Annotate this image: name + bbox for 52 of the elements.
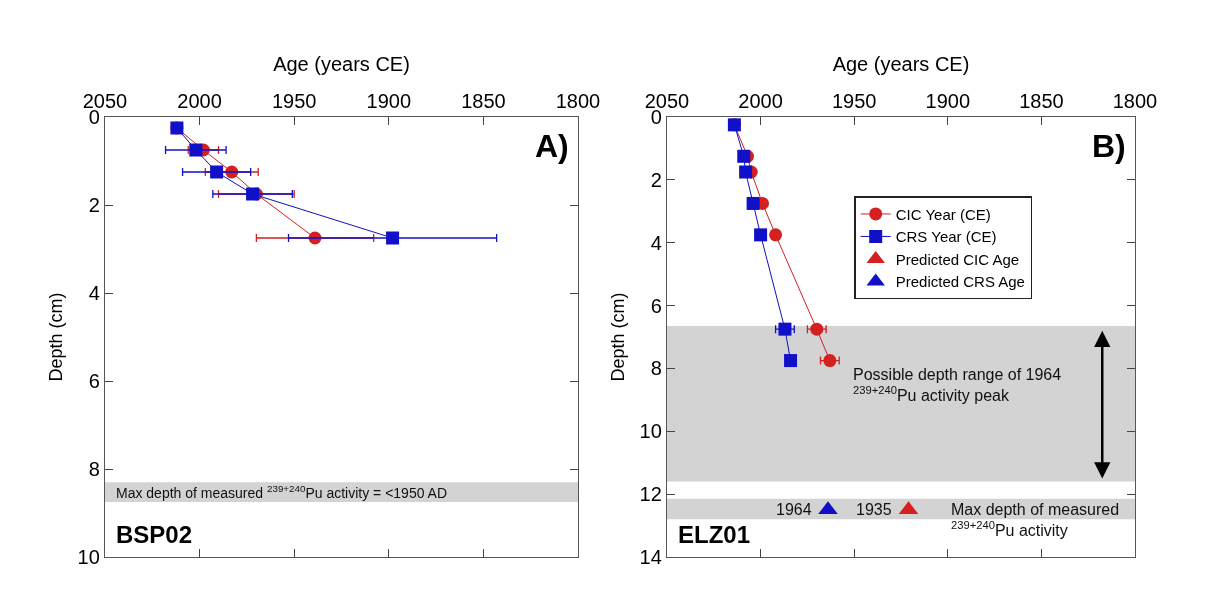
y-tick-label: 10 — [639, 420, 662, 443]
y-tick-label: 14 — [639, 546, 662, 568]
point — [189, 143, 203, 157]
point — [778, 322, 792, 336]
annotation: B) — [1092, 128, 1126, 164]
x-tick-label: 1850 — [1019, 89, 1064, 112]
point — [737, 149, 751, 163]
annotation: BSP02 — [116, 521, 193, 548]
point — [769, 228, 783, 242]
x-tick-label: 2000 — [738, 89, 783, 112]
point — [754, 228, 768, 242]
annotation: A) — [535, 128, 569, 164]
band-label: Max depth of measured $^{239+240}$Pu activity — [951, 501, 1120, 539]
x-tick-label: 1800 — [1112, 89, 1158, 112]
y-tick-label: 8 — [88, 458, 100, 480]
legend-label: CRS Year (CE) — [895, 228, 997, 246]
annotation: 1964 — [776, 501, 812, 518]
y-tick-label: 4 — [650, 231, 662, 254]
point — [210, 165, 224, 179]
x-tick-label: 1800 — [555, 89, 601, 112]
band-label: Max depth of measured $^{239+240}$Pu activity = <1950 AD — [116, 483, 448, 501]
point — [810, 322, 824, 336]
annotation: 1935 — [856, 501, 892, 518]
y-axis-title: Depth (cm) — [607, 292, 628, 382]
legend-label: Predicted CRS Age — [895, 273, 1025, 291]
x-tick-label: 1950 — [271, 89, 317, 112]
x-tick-label: 1900 — [925, 89, 971, 112]
point — [818, 501, 838, 515]
annotation: ELZ01 — [678, 521, 751, 548]
x-axis-title: Age (years CE) — [832, 53, 970, 76]
x-tick-label: 1850 — [461, 89, 506, 112]
legend-label: CIC Year (CE) — [895, 205, 991, 223]
y-tick-label: 12 — [639, 483, 662, 506]
x-tick-label: 2000 — [177, 89, 222, 112]
y-tick-label: 2 — [88, 194, 100, 216]
point — [823, 354, 837, 368]
y-tick-label: 6 — [88, 370, 100, 392]
y-tick-label: 4 — [88, 282, 100, 304]
y-tick-label: 2 — [650, 168, 662, 191]
point — [386, 231, 400, 245]
y-tick-label: 6 — [650, 294, 662, 317]
y-tick-label: 10 — [77, 546, 100, 568]
point — [784, 354, 798, 368]
point — [739, 165, 753, 179]
band-label: Possible depth range of 1964 $^{239+240}$Pu activity peak — [853, 366, 1062, 404]
x-tick-label: 1900 — [366, 89, 412, 112]
y-tick-label: 8 — [650, 357, 662, 380]
y-axis-title: Depth (cm) — [45, 292, 66, 382]
point — [746, 196, 760, 210]
legend-label: Predicted CIC Age — [895, 250, 1020, 268]
x-axis-title: Age (years CE) — [273, 53, 410, 76]
x-tick-label: 1950 — [831, 89, 877, 112]
